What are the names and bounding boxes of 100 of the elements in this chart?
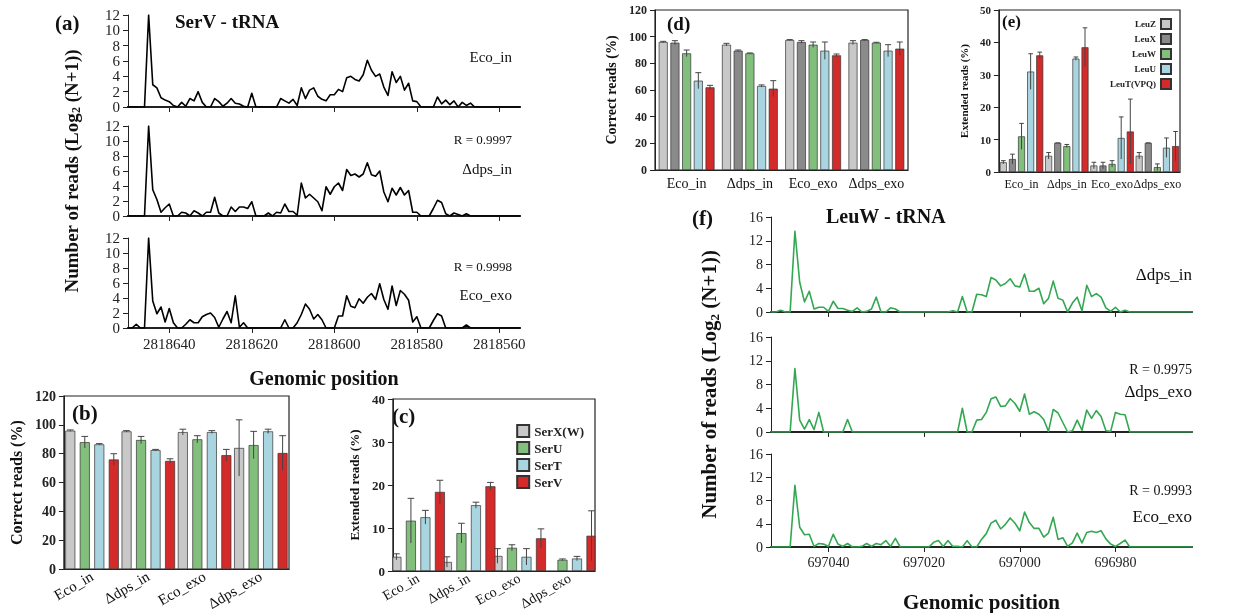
y-axis-title: Correct reads (%) bbox=[7, 420, 26, 545]
legend-label: LeuZ bbox=[1134, 19, 1156, 29]
x-tick-label: Eco_exo bbox=[788, 175, 838, 191]
y-tick-label: 100 bbox=[629, 29, 647, 44]
y-tick-label: 20 bbox=[41, 532, 56, 548]
y-tick-label: 2 bbox=[112, 193, 120, 209]
annotation: R = 0.9998 bbox=[453, 259, 513, 275]
bar bbox=[860, 40, 870, 170]
bar bbox=[705, 87, 715, 170]
bar bbox=[895, 48, 905, 170]
x-tick-label: 2818640 bbox=[143, 335, 196, 352]
bar bbox=[136, 440, 147, 570]
annotation: Eco_exo bbox=[1132, 506, 1193, 526]
x-tick-label: Eco_in bbox=[666, 175, 707, 191]
y-tick-label: 12 bbox=[105, 7, 120, 23]
bar bbox=[848, 42, 858, 170]
y-tick-label: 80 bbox=[41, 446, 56, 462]
annotation: (e) bbox=[1002, 11, 1021, 31]
annotation: Eco_exo bbox=[459, 286, 513, 303]
annotation: R = 0.9997 bbox=[453, 132, 513, 148]
y-tick-label: 16 bbox=[749, 329, 763, 345]
y-tick-label: 12 bbox=[749, 353, 763, 369]
annotation: Δdps_exo bbox=[1124, 381, 1192, 401]
y-tick-label: 12 bbox=[749, 469, 763, 485]
legend-label: LeuW bbox=[1131, 49, 1156, 59]
y-tick-label: 40 bbox=[371, 391, 385, 407]
y-tick-label: 10 bbox=[371, 520, 385, 536]
y-tick-label: 4 bbox=[112, 68, 121, 85]
bar bbox=[658, 42, 668, 170]
y-tick-label: 4 bbox=[112, 178, 121, 194]
bar bbox=[670, 42, 680, 170]
bar bbox=[820, 50, 830, 170]
bar bbox=[470, 505, 481, 571]
bar bbox=[721, 44, 731, 170]
y-tick-label: 8 bbox=[112, 260, 120, 276]
y-tick-label: 2 bbox=[112, 83, 120, 100]
y-tick-label: 10 bbox=[105, 245, 120, 261]
y-axis-title: Number of reads (Log2 (N+1)) bbox=[60, 49, 83, 293]
y-tick-label: 100 bbox=[34, 417, 56, 433]
bar bbox=[768, 88, 778, 170]
y-tick-label: 12 bbox=[105, 230, 120, 246]
text: (f) bbox=[692, 205, 713, 230]
bar bbox=[796, 42, 806, 170]
y-tick-label: 10 bbox=[105, 133, 120, 149]
y-tick-label: 6 bbox=[112, 53, 121, 69]
bar bbox=[785, 40, 795, 170]
y-tick-label: 0 bbox=[756, 424, 763, 440]
line-series bbox=[127, 14, 521, 108]
bar bbox=[586, 535, 596, 571]
bar bbox=[757, 86, 767, 170]
y-tick-label: 0 bbox=[112, 208, 120, 224]
y-tick-label: 8 bbox=[756, 257, 763, 272]
y-tick-label: 4 bbox=[756, 400, 763, 416]
bar bbox=[108, 459, 119, 570]
bar bbox=[1018, 136, 1026, 172]
bar bbox=[693, 80, 703, 170]
y-tick-label: 2 bbox=[112, 305, 120, 321]
line-series bbox=[770, 484, 1193, 548]
y-tick-label: 120 bbox=[629, 3, 647, 17]
bar bbox=[79, 442, 90, 570]
y-tick-label: 40 bbox=[979, 36, 992, 49]
bar bbox=[883, 50, 893, 170]
x-tick-label: 2818600 bbox=[308, 335, 361, 352]
y-tick-label: 0 bbox=[985, 166, 992, 178]
legend-label: SerU bbox=[534, 440, 563, 456]
y-tick-label: 20 bbox=[635, 136, 647, 151]
y-tick-label: 8 bbox=[112, 37, 120, 54]
y-tick-label: 0 bbox=[756, 539, 763, 555]
y-tick-label: 0 bbox=[112, 320, 120, 336]
bar bbox=[248, 445, 259, 570]
legend-label: SerV bbox=[534, 474, 563, 490]
bar bbox=[65, 430, 76, 570]
y-tick-label: 0 bbox=[378, 563, 385, 579]
bar bbox=[1153, 167, 1161, 172]
bar bbox=[221, 455, 232, 570]
legend-label: LeuX bbox=[1134, 34, 1157, 44]
y-tick-label: 30 bbox=[371, 434, 385, 450]
y-tick-label: 6 bbox=[112, 163, 121, 179]
y-tick-label: 16 bbox=[749, 209, 763, 225]
bar bbox=[121, 431, 132, 570]
y-axis-title: Extended reads (%) bbox=[347, 429, 362, 541]
y-tick-label: 10 bbox=[105, 22, 120, 39]
x-axis-title: Genomic position bbox=[249, 367, 399, 390]
bar bbox=[682, 53, 692, 170]
annotation: (b) bbox=[72, 400, 98, 425]
x-tick-label: Eco_in bbox=[1004, 177, 1039, 191]
legend-label: LeuU bbox=[1134, 64, 1157, 74]
y-axis-title: Number of reads (Log2 (N+1)) bbox=[696, 250, 722, 519]
annotation: Δdps_in bbox=[1135, 264, 1193, 284]
x-tick-label: 2818560 bbox=[473, 335, 526, 352]
x-tick-label: 697000 bbox=[998, 554, 1041, 570]
x-tick-label: Δdps_exo bbox=[1133, 177, 1182, 191]
bar bbox=[557, 559, 568, 571]
bar bbox=[808, 44, 818, 170]
y-tick-label: 30 bbox=[979, 68, 992, 81]
line-series bbox=[127, 237, 521, 329]
x-tick-label: 697020 bbox=[903, 554, 946, 570]
y-tick-label: 10 bbox=[979, 133, 992, 146]
chart-title: SerV - tRNA bbox=[175, 11, 280, 32]
y-tick-label: 20 bbox=[371, 477, 385, 493]
